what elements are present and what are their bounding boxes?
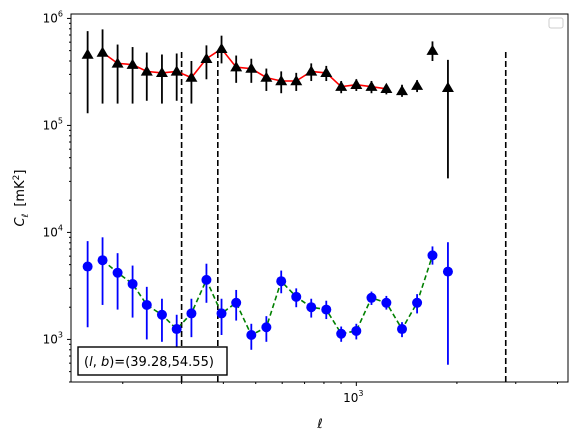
- data-point: [82, 261, 93, 272]
- data-point: [350, 78, 363, 89]
- data-point: [112, 267, 123, 278]
- data-point: [365, 80, 378, 91]
- data-point: [140, 65, 153, 76]
- axes-frame: [70, 13, 569, 383]
- data-point: [276, 276, 287, 287]
- plot-area: [81, 29, 507, 382]
- data-point: [305, 65, 318, 76]
- data-point: [381, 297, 392, 308]
- data-point: [156, 309, 167, 320]
- data-point: [230, 61, 243, 72]
- data-point: [442, 266, 453, 277]
- series-2: [82, 237, 453, 365]
- data-point: [441, 81, 454, 92]
- data-point: [351, 325, 362, 336]
- data-point: [111, 57, 124, 68]
- data-point: [397, 324, 408, 335]
- data-point: [246, 329, 257, 340]
- y-axis-label: Cℓ[mK2]: [12, 170, 31, 227]
- y-tick-label: 103: [43, 330, 63, 346]
- data-point: [380, 82, 393, 93]
- data-point: [216, 308, 227, 319]
- data-point: [275, 75, 288, 86]
- data-point: [260, 71, 273, 82]
- data-point: [171, 324, 182, 335]
- data-point: [97, 255, 108, 266]
- x-tick-label: 103: [343, 389, 363, 405]
- data-point: [396, 84, 409, 96]
- data-point: [127, 278, 138, 289]
- data-point: [412, 297, 423, 308]
- data-point: [426, 44, 439, 55]
- data-point: [126, 58, 139, 69]
- y-tick-label: 106: [43, 9, 63, 25]
- data-point: [261, 322, 272, 333]
- data-point: [411, 79, 424, 90]
- data-point: [215, 42, 228, 54]
- data-point: [186, 308, 197, 319]
- y-tick-label: 105: [43, 116, 63, 132]
- legend-box: [548, 17, 564, 29]
- data-point: [306, 302, 317, 313]
- data-point: [320, 66, 333, 78]
- data-point: [81, 48, 94, 59]
- y-tick-label: 104: [43, 223, 63, 239]
- data-point: [366, 292, 377, 303]
- data-point: [170, 65, 183, 76]
- annotation-text: (l, b)=(39.28,54.55): [84, 355, 214, 370]
- data-point: [336, 328, 347, 339]
- data-point: [290, 75, 303, 86]
- data-point: [185, 71, 198, 82]
- data-point: [96, 46, 109, 57]
- data-point: [141, 299, 152, 310]
- data-point: [291, 291, 302, 302]
- x-axis-label: ℓ: [316, 417, 322, 432]
- data-point: [201, 274, 212, 285]
- data-point: [155, 66, 168, 78]
- data-point: [321, 304, 332, 315]
- data-point: [245, 62, 258, 73]
- coordinates-annotation: (l, b)=(39.28,54.55): [77, 346, 228, 376]
- axis-ticks: 103 104 105 106 103: [43, 9, 559, 405]
- data-point: [200, 52, 213, 63]
- data-point: [231, 297, 242, 308]
- annotation-box: [77, 346, 228, 376]
- series-1: [81, 29, 454, 179]
- data-point: [335, 80, 348, 91]
- data-point: [427, 250, 438, 261]
